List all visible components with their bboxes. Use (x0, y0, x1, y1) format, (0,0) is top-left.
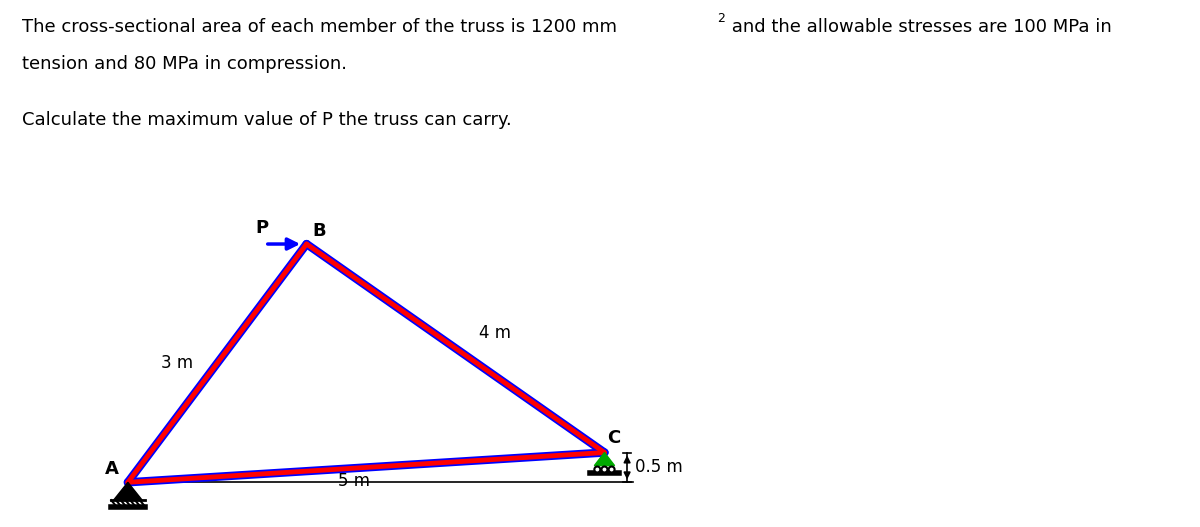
Polygon shape (594, 453, 614, 466)
Text: C: C (607, 428, 620, 446)
Text: A: A (106, 460, 119, 478)
Circle shape (594, 466, 600, 473)
Text: 2: 2 (718, 12, 726, 25)
Text: P: P (256, 219, 269, 237)
Text: Calculate the maximum value of P the truss can carry.: Calculate the maximum value of P the tru… (22, 111, 511, 129)
Text: B: B (312, 222, 326, 240)
Text: 0.5 m: 0.5 m (635, 458, 683, 476)
Text: and the allowable stresses are 100 MPa in: and the allowable stresses are 100 MPa i… (726, 18, 1111, 36)
Circle shape (608, 466, 614, 473)
Text: The cross-sectional area of each member of the truss is 1200 mm: The cross-sectional area of each member … (22, 18, 617, 36)
Text: 4 m: 4 m (479, 325, 511, 343)
Polygon shape (114, 482, 142, 500)
Text: tension and 80 MPa in compression.: tension and 80 MPa in compression. (22, 55, 347, 73)
Text: 3 m: 3 m (161, 354, 193, 372)
Text: 5 m: 5 m (338, 472, 371, 490)
Circle shape (601, 466, 607, 473)
